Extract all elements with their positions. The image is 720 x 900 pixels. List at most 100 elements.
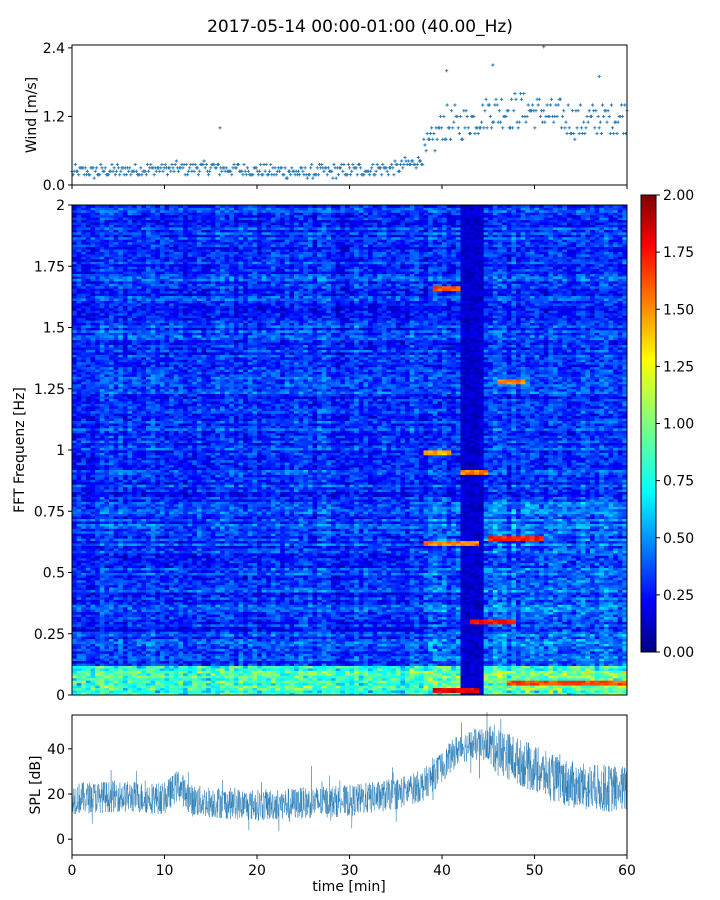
spectrogram-cell (516, 680, 521, 683)
wind-point (610, 103, 613, 106)
spectrogram-cell (354, 626, 359, 629)
spectrogram-cell (340, 617, 345, 620)
spectrogram-cell (132, 634, 137, 637)
spectrogram-cell (456, 607, 461, 610)
spectrogram-cell (95, 658, 100, 661)
spectrogram-cell (289, 614, 294, 617)
spectrogram-cell (206, 671, 211, 674)
spectrogram-cell (437, 675, 442, 678)
spectrogram-cell (294, 619, 299, 622)
spectrogram-cell (507, 604, 512, 607)
spectrogram-cell (502, 604, 507, 607)
spectrogram-cell (81, 619, 86, 622)
spectrogram-cell (266, 614, 271, 617)
spectrogram-cell (322, 680, 327, 683)
spectrogram-cell (132, 636, 137, 639)
spectrogram-cell (257, 626, 262, 629)
spectrogram-cell (243, 656, 248, 659)
spectrogram-cell (331, 688, 336, 691)
spectrogram-cell (521, 604, 526, 607)
spectrogram-cell (465, 671, 470, 674)
spectrogram-cell (104, 653, 109, 656)
spectrogram-cell (100, 658, 105, 661)
spectrogram-cell (183, 614, 188, 617)
wind-point (537, 103, 540, 106)
spectrogram-cell (535, 688, 540, 691)
spectrogram-cell (405, 661, 410, 664)
spectrogram-cell (405, 612, 410, 615)
spectrogram-cell (350, 641, 355, 644)
spectrogram-cell (396, 636, 401, 639)
spectrogram-cell (368, 631, 373, 634)
spectrogram-cell (437, 639, 442, 642)
spectrogram-cell (211, 678, 216, 681)
spectrogram-cell (262, 666, 267, 669)
spectrogram-cell (262, 648, 267, 651)
spectrogram-cell (257, 631, 262, 634)
spectrogram-cell (243, 609, 248, 612)
spectrogram-cell (576, 690, 581, 693)
spectrogram-cell (215, 663, 220, 666)
spectrogram-cell (613, 668, 618, 671)
spectrogram-cell (86, 653, 91, 656)
spectrogram-cell (276, 656, 281, 659)
spectrogram-cell (595, 604, 600, 607)
spectrogram-cell (72, 656, 77, 659)
spectrogram-cell (465, 675, 470, 678)
wind-point (564, 121, 567, 124)
spectrogram-cell (317, 617, 322, 620)
wind-point (309, 166, 312, 169)
spectrogram-cell (373, 641, 378, 644)
spectrogram-cell (604, 646, 609, 649)
spectrogram-cell (165, 626, 170, 629)
spectrogram-cell (539, 688, 544, 691)
wind-point (393, 159, 396, 162)
spectrogram-cell (72, 663, 77, 666)
spectrogram-cell (562, 666, 567, 669)
spectrogram-cell (451, 614, 456, 617)
spectrogram-cell (618, 641, 623, 644)
spectrogram-cell (400, 673, 405, 676)
spectrogram-cell (123, 651, 128, 654)
spectrogram-cell (530, 648, 535, 651)
spectrogram-cell (539, 661, 544, 664)
spectrogram-cell (146, 607, 151, 610)
spectrogram-cell (521, 656, 526, 659)
spectrogram-cell (553, 683, 558, 686)
wind-point (445, 69, 448, 72)
spectrogram-cell (294, 626, 299, 629)
spectrogram-cell (428, 651, 433, 654)
spectrogram-cell (507, 622, 512, 625)
spectrogram-cell (414, 668, 419, 671)
spectrogram-cell (229, 631, 234, 634)
spectrogram-cell (81, 683, 86, 686)
spectrogram-cell (558, 619, 563, 622)
spectrogram-cell (419, 666, 424, 669)
spectrogram-cell (280, 661, 285, 664)
spectrogram-cell (498, 644, 503, 647)
spectrogram-cell (229, 658, 234, 661)
spectrogram-cell (502, 636, 507, 639)
spectrogram-cell (123, 617, 128, 620)
spectrogram-cell (206, 624, 211, 627)
spectrogram-cell (590, 673, 595, 676)
spectrogram-cell (599, 675, 604, 678)
spectrogram-cell (437, 634, 442, 637)
spectrogram-cell (613, 644, 618, 647)
spectrogram-cell (294, 680, 299, 683)
spectrogram-cell (484, 690, 489, 693)
spectrogram-cell (276, 661, 281, 664)
spectrogram-cell (479, 624, 484, 627)
spectrogram-cell (511, 648, 516, 651)
spectrogram-cell (535, 651, 540, 654)
spectrogram-cell (396, 668, 401, 671)
spectrogram-cell (562, 607, 567, 610)
spectrogram-cell (535, 634, 540, 637)
spectrogram-cell (183, 631, 188, 634)
spectrogram-cell (567, 653, 572, 656)
spectrogram-cell (516, 612, 521, 615)
spectrogram-cell (484, 604, 489, 607)
spectrogram-cell (363, 658, 368, 661)
spectrogram-cell (331, 634, 336, 637)
spectrogram-cell (262, 619, 267, 622)
